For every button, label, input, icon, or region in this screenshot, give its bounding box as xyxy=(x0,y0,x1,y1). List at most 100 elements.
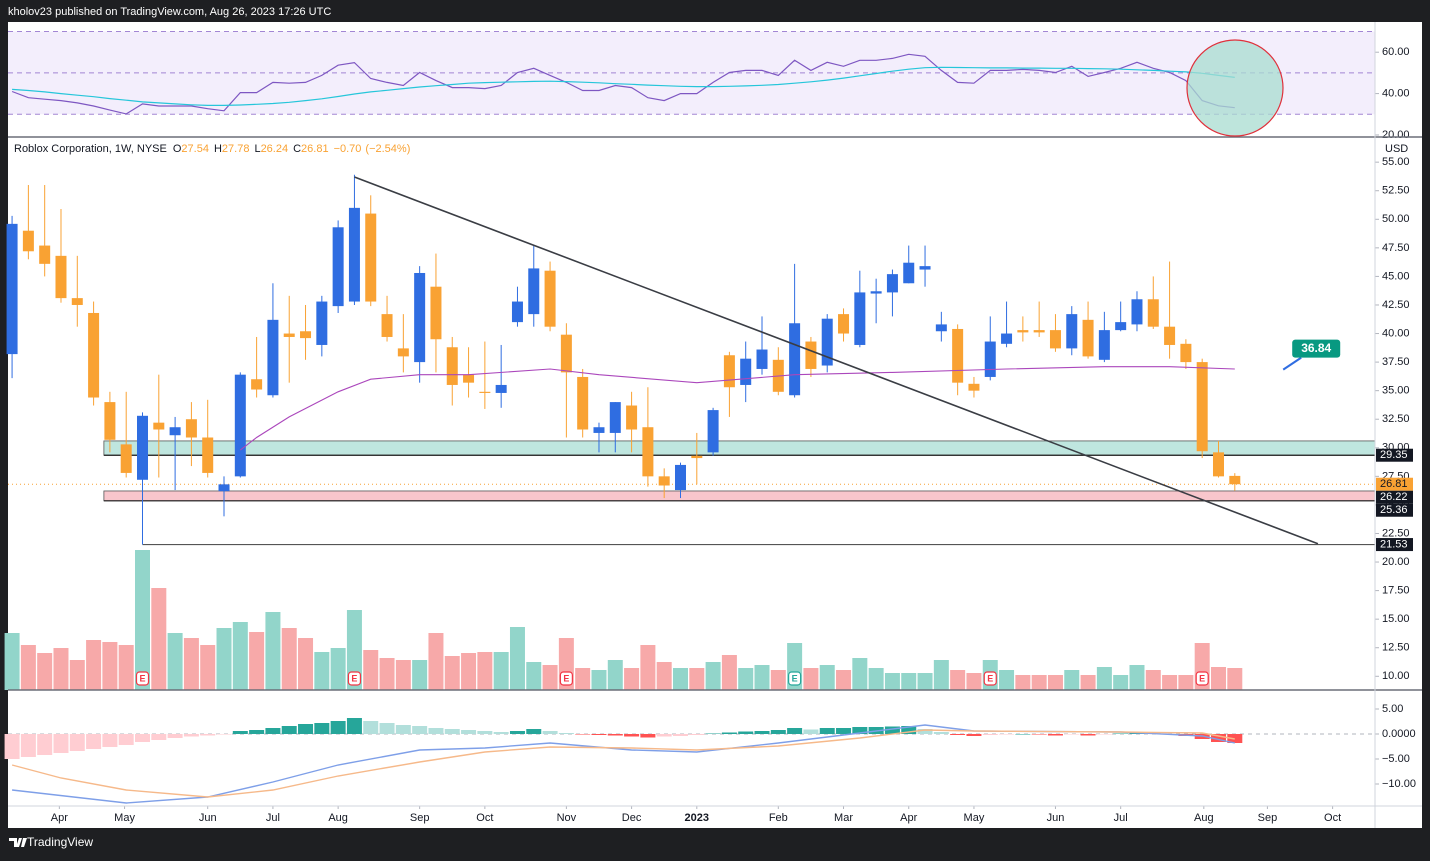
macd-histogram-bar xyxy=(754,731,770,734)
macd-histogram-bar xyxy=(428,728,444,734)
macd-histogram-bar xyxy=(1113,733,1129,734)
brand: TradingView xyxy=(9,835,93,849)
y-tick-label: 40.00 xyxy=(1382,87,1410,99)
open-value: 27.54 xyxy=(181,143,209,155)
macd-histogram-bar xyxy=(363,721,379,734)
volume-bar xyxy=(20,645,36,690)
macd-histogram-bar xyxy=(1096,734,1112,735)
y-tick-label: 60.00 xyxy=(1382,46,1410,58)
macd-histogram-bar xyxy=(640,734,656,738)
earnings-label: E xyxy=(1199,673,1205,683)
candle-body xyxy=(805,341,817,369)
volume-bar xyxy=(412,660,428,690)
y-tick-label: 5.00 xyxy=(1382,703,1403,715)
y-tick-label: 32.50 xyxy=(1382,413,1410,425)
macd-histogram-bar xyxy=(86,734,102,749)
candle-body xyxy=(446,347,458,385)
moving-average xyxy=(239,366,1235,451)
volume-bar xyxy=(607,660,623,690)
macd-line xyxy=(11,729,1235,798)
candle-body xyxy=(789,323,801,396)
volume-bar xyxy=(37,653,53,690)
macd-histogram-bar xyxy=(966,734,982,736)
macd-histogram-bar xyxy=(151,734,167,740)
macd-histogram-bar xyxy=(37,734,53,755)
y-tick-label: 52.50 xyxy=(1382,185,1410,197)
macd-histogram-bar xyxy=(558,733,574,734)
candle-body xyxy=(1082,319,1094,357)
x-tick-label: Sep xyxy=(1258,812,1278,824)
candle-body xyxy=(511,301,523,323)
candle-body xyxy=(169,427,181,436)
x-tick-label: Jun xyxy=(199,812,217,824)
rsi-line xyxy=(12,66,1235,106)
price-label-box xyxy=(1376,490,1413,504)
candle-body xyxy=(1001,333,1013,344)
volume-bar xyxy=(624,668,640,690)
candle-body xyxy=(1164,326,1176,345)
volume-bar xyxy=(134,550,150,690)
volume-bar xyxy=(86,640,102,690)
candle-body xyxy=(300,331,312,339)
candle-body xyxy=(952,328,964,383)
candle-body xyxy=(153,422,165,430)
volume-bar xyxy=(1015,675,1031,690)
volume-bar xyxy=(1162,675,1178,690)
volume-bar xyxy=(1096,667,1112,690)
candle-body xyxy=(1098,330,1110,360)
candle-body xyxy=(479,391,491,393)
macd-histogram-bar xyxy=(20,734,36,757)
macd-histogram-bar xyxy=(265,728,281,734)
macd-histogram-bar xyxy=(1080,734,1096,736)
volume-bar xyxy=(1080,675,1096,690)
candle-body xyxy=(218,484,230,492)
macd-histogram-bar xyxy=(542,731,558,734)
volume-bar xyxy=(281,628,297,690)
volume-bar xyxy=(346,610,362,690)
candle-body xyxy=(365,213,377,302)
candle-body xyxy=(430,286,442,340)
volume-bar xyxy=(102,642,118,690)
volume-bar xyxy=(444,656,460,690)
y-tick-label: 50.00 xyxy=(1382,213,1410,225)
macd-histogram-bar xyxy=(200,734,216,736)
volume-bar xyxy=(477,652,493,690)
candle-body xyxy=(593,427,605,433)
price-label-box xyxy=(1376,448,1413,462)
candle-body xyxy=(658,476,670,486)
brand-name: TradingView xyxy=(27,835,93,849)
macd-histogram-bar xyxy=(134,734,150,742)
macd-histogram-bar xyxy=(819,728,835,734)
x-tick-label: May xyxy=(964,812,985,824)
price-label-box xyxy=(1376,538,1413,552)
candle-body xyxy=(1017,330,1029,333)
zone xyxy=(103,440,1376,456)
earnings-marker xyxy=(1195,671,1209,686)
ohlc-letter: L xyxy=(254,143,260,155)
candle-body xyxy=(136,415,148,480)
callout-label: 36.84 xyxy=(1301,341,1331,355)
macd-histogram-bar xyxy=(379,723,395,734)
volume-bar xyxy=(917,673,933,690)
macd-histogram-bar xyxy=(281,726,297,734)
volume-bar xyxy=(118,645,134,690)
x-tick-label: May xyxy=(114,812,135,824)
volume-bar xyxy=(705,662,721,690)
volume-bar xyxy=(1031,675,1047,690)
earnings-marker xyxy=(347,671,362,686)
candle-body xyxy=(185,419,197,438)
macd-histogram-bar xyxy=(575,734,591,735)
x-tick-label: Sep xyxy=(410,812,430,824)
volume-bar xyxy=(509,627,525,690)
macd-histogram-bar xyxy=(298,724,314,734)
candle-body xyxy=(984,341,996,377)
macd-histogram-bar xyxy=(852,727,868,734)
y-tick-label: 17.50 xyxy=(1382,585,1410,597)
candle-body xyxy=(674,464,686,491)
earnings-marker xyxy=(559,671,573,686)
x-tick-label: Jul xyxy=(1114,812,1128,824)
macd-histogram-bar xyxy=(444,729,460,734)
ohlc-letter: H xyxy=(214,143,222,155)
y-tick-label: 45.00 xyxy=(1382,270,1410,282)
candle-body xyxy=(903,262,915,284)
